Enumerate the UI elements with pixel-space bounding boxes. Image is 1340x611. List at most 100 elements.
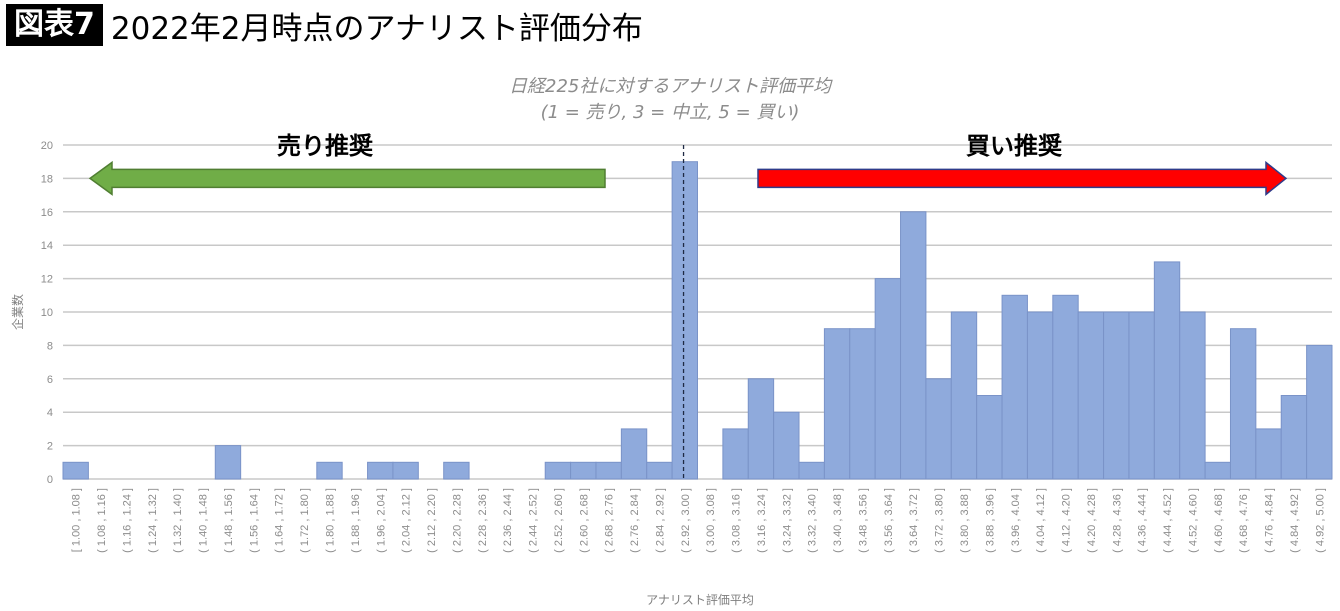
x-tick-label: ( 1.08 , 1.16 ] [96,488,108,553]
buy-annotation: 買い推奨 [966,132,1063,160]
bar [1077,311,1105,480]
x-tick-label: ( 2.28 , 2.36 ] [477,488,489,553]
x-tick-label: ( 1.56 , 1.64 ] [248,488,260,553]
bar [62,461,89,480]
x-tick-label: ( 3.48 , 3.56 ] [857,488,869,553]
y-tick-label: 0 [47,474,53,486]
x-tick-label: ( 4.92 , 5.00 ] [1314,488,1326,553]
x-tick-label: ( 3.88 , 3.96 ] [984,488,996,553]
bar [747,378,775,480]
x-axis-label: アナリスト評価平均 [646,592,754,607]
x-tick-label: ( 1.64 , 1.72 ] [274,488,286,553]
x-tick-label: ( 3.96 , 4.04 ] [1010,488,1022,553]
figure-label: 図表7 [6,4,103,46]
x-tick-label: ( 4.84 , 4.92 ] [1289,488,1301,553]
x-tick-label: [ 1.00 , 1.08 ] [71,488,83,552]
bar [1128,311,1155,480]
bar [316,461,343,480]
x-tick-label: ( 1.72 , 1.80 ] [299,488,311,553]
x-tick-label: ( 2.92 , 3.00 ] [680,488,692,553]
x-tick-label: ( 2.44 , 2.52 ] [528,488,540,553]
y-tick-label: 4 [47,407,53,419]
x-tick-label: ( 1.40 , 1.48 ] [198,488,210,553]
y-tick-label: 2 [47,441,53,453]
figure-header: 図表7 2022年2月時点のアナリスト評価分布 [6,4,643,47]
y-axis-label: 企業数 [10,294,25,330]
bar [976,395,1003,480]
x-tick-label: ( 3.24 , 3.32 ] [781,488,793,553]
bar [1103,311,1130,480]
bar [1306,344,1333,480]
x-tick-label: ( 4.28 , 4.36 ] [1111,488,1123,553]
x-tick-label: ( 3.56 , 3.64 ] [883,488,895,553]
y-tick-label: 18 [41,173,53,185]
bar [900,211,927,480]
bar [950,311,978,480]
y-tick-label: 6 [47,374,53,386]
bar [671,161,698,480]
x-tick-label: ( 4.20 , 4.28 ] [1086,488,1098,553]
x-tick-label: ( 2.20 , 2.28 ] [451,488,463,553]
x-tick-label: ( 2.84 , 2.92 ] [654,488,666,553]
x-tick-label: ( 3.00 , 3.08 ] [705,488,717,553]
x-tick-label: ( 3.80 , 3.88 ] [959,488,971,553]
x-tick-label: ( 2.76 , 2.84 ] [629,488,641,553]
bar [1204,461,1231,480]
chart-subtitle: (1 = 売り, 3 = 中立, 5 = 買い) [541,102,800,123]
x-tick-label: ( 3.32 , 3.40 ] [807,488,819,553]
x-tick-label: ( 2.12 , 2.20 ] [426,488,438,553]
bar [1153,261,1181,480]
x-tick-label: ( 3.64 , 3.72 ] [908,488,920,553]
bar [823,328,851,480]
buy-arrow [757,160,1288,196]
y-tick-label: 20 [41,140,53,152]
bar [1179,311,1206,480]
x-tick-label: ( 2.36 , 2.44 ] [502,488,514,553]
bar [1229,328,1257,480]
x-tick-label: ( 3.72 , 3.80 ] [934,488,946,553]
x-tick-label: ( 3.08 , 3.16 ] [731,488,743,553]
x-tick-label: ( 4.36 , 4.44 ] [1137,488,1149,553]
x-tick-label: ( 1.80 , 1.88 ] [324,488,336,553]
bar [595,461,622,480]
bar [1255,428,1282,480]
bar [722,428,749,480]
x-tick-label: ( 4.12 , 4.20 ] [1061,488,1073,553]
bar [1280,395,1308,480]
x-tick-label: ( 1.88 , 1.96 ] [350,488,362,553]
bar [443,461,470,480]
bar [773,411,800,480]
bar [798,461,825,480]
x-tick-label: ( 1.96 , 2.04 ] [375,488,387,553]
sell-arrow [88,160,606,196]
bar [620,428,648,480]
x-tick-label: ( 2.60 , 2.68 ] [578,488,590,553]
chart-title: 日経225社に対するアナリスト評価平均 [509,76,833,97]
x-tick-label: ( 4.60 , 4.68 ] [1213,488,1225,553]
bar [392,461,419,480]
x-tick-label: ( 4.52 , 4.60 ] [1187,488,1199,553]
bar [367,461,394,480]
bar [646,461,673,480]
bar [1001,294,1028,480]
x-tick-label: ( 3.40 , 3.48 ] [832,488,844,553]
y-tick-label: 10 [41,307,53,319]
bar [1052,294,1079,480]
y-tick-label: 16 [41,207,53,219]
y-tick-label: 12 [41,274,53,286]
x-tick-label: ( 1.32 , 1.40 ] [172,488,184,553]
bar [925,378,952,480]
bar [570,461,597,480]
sell-annotation: 売り推奨 [277,132,374,160]
y-tick-label: 14 [41,240,53,252]
bar [214,445,242,480]
x-tick-label: ( 2.52 , 2.60 ] [553,488,565,553]
bar [544,461,572,480]
y-tick-label: 8 [47,340,53,352]
x-tick-label: ( 4.44 , 4.52 ] [1162,488,1174,553]
x-tick-label: ( 4.76 , 4.84 ] [1264,488,1276,553]
x-tick-label: ( 1.48 , 1.56 ] [223,488,235,553]
x-tick-label: ( 4.04 , 4.12 ] [1035,488,1047,553]
x-tick-label: ( 1.24 , 1.32 ] [147,488,159,553]
